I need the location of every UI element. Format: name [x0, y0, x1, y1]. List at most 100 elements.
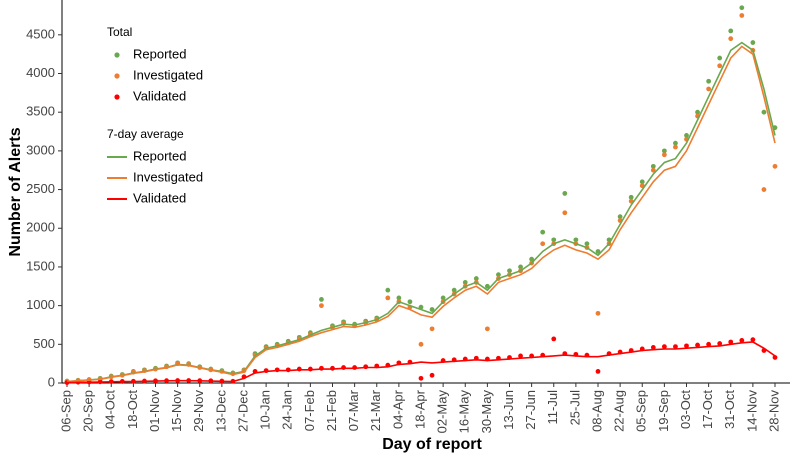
point [650, 167, 656, 173]
point [717, 55, 723, 61]
point [595, 249, 601, 254]
legend-label: Investigated [133, 169, 203, 184]
point [484, 326, 490, 332]
point [573, 237, 579, 243]
x-tick-label: 13-Jun [501, 390, 516, 430]
point [739, 338, 745, 343]
point [319, 297, 324, 302]
x-tick-label: 01-Nov [147, 390, 162, 432]
point [518, 353, 523, 359]
x-tick-label: 28-Nov [766, 390, 781, 432]
point [706, 78, 712, 84]
y-tick-label: 0 [48, 374, 55, 389]
y-tick-label: 4000 [26, 65, 55, 80]
point [385, 287, 391, 293]
point [562, 210, 568, 216]
x-tick-label: 06-Sep [58, 390, 73, 432]
x-tick-label: 11-Jul [545, 390, 560, 425]
avg-line [66, 45, 776, 383]
x-tick-label: 19-Sep [656, 390, 671, 432]
point [661, 344, 667, 350]
legend-label: Validated [133, 88, 186, 103]
point [695, 109, 700, 115]
point [418, 375, 424, 381]
legend-point [114, 94, 120, 100]
point [706, 86, 712, 92]
point [429, 326, 435, 332]
x-tick-label: 18-Apr [412, 389, 427, 429]
point [750, 337, 756, 343]
x-tick-label: 17-Oct [700, 390, 715, 429]
point [673, 144, 678, 150]
y-tick-label: 1000 [26, 297, 55, 312]
point [540, 241, 546, 247]
x-tick-label: 21-Mar [368, 389, 383, 431]
point [562, 191, 568, 196]
point [407, 299, 413, 305]
point [462, 280, 468, 285]
x-tick-label: 22-Aug [612, 390, 627, 432]
point [584, 241, 590, 247]
legend-title: 7-day average [107, 127, 184, 141]
point [496, 272, 501, 278]
point [661, 148, 667, 154]
y-tick-label: 2500 [26, 181, 55, 196]
x-tick-label: 18-Oct [125, 390, 140, 429]
point [750, 40, 756, 45]
point [728, 36, 734, 42]
y-tick-label: 500 [33, 336, 55, 351]
x-tick-label: 29-Nov [191, 390, 206, 432]
point [319, 303, 324, 309]
x-tick-label: 16-May [457, 390, 472, 434]
point [739, 5, 745, 11]
y-tick-label: 3000 [26, 142, 55, 157]
x-tick-label: 13-Dec [213, 390, 228, 432]
point [418, 341, 424, 347]
x-tick-label: 08-Aug [589, 390, 604, 432]
legend-title: Total [107, 25, 132, 39]
point [650, 345, 656, 350]
x-tick-label: 30-May [479, 390, 494, 434]
x-tick-label: 24-Jan [280, 390, 295, 430]
x-tick-label: 04-Oct [103, 390, 118, 429]
point [761, 109, 767, 115]
x-axis-title: Day of report [382, 436, 482, 453]
point [717, 341, 723, 346]
x-tick-label: 31-Oct [722, 390, 737, 429]
x-tick-label: 25-Jul [567, 390, 582, 426]
x-tick-label: 07-Feb [302, 390, 317, 431]
y-tick-label: 2000 [26, 220, 55, 235]
point [673, 140, 678, 146]
x-tick-label: 02-May [435, 390, 450, 434]
x-tick-label: 03-Oct [678, 390, 693, 429]
point [385, 295, 391, 301]
point [484, 283, 490, 289]
legend-point [114, 73, 120, 79]
point [440, 295, 446, 301]
x-tick-label: 10-Jan [258, 390, 273, 430]
point [529, 256, 535, 262]
point [772, 163, 778, 169]
legend-point [114, 52, 120, 58]
point [728, 28, 734, 34]
x-tick-label: 15-Nov [169, 390, 184, 432]
point [739, 13, 745, 18]
point [540, 229, 546, 235]
point [772, 355, 778, 360]
point [684, 133, 689, 138]
point [706, 341, 712, 347]
point [551, 336, 557, 342]
legend-label: Investigated [133, 67, 203, 82]
point [507, 268, 512, 274]
point [429, 307, 435, 312]
y-tick-label: 4500 [26, 26, 55, 41]
avg-line [66, 341, 776, 384]
point [396, 295, 402, 301]
y-tick-label: 1500 [26, 258, 55, 273]
legend-label: Reported [133, 148, 186, 163]
point [761, 187, 767, 192]
x-tick-label: 20-Sep [81, 390, 96, 432]
legend-label: Validated [133, 190, 186, 205]
y-axis-title: Number of Alerts [7, 127, 24, 256]
